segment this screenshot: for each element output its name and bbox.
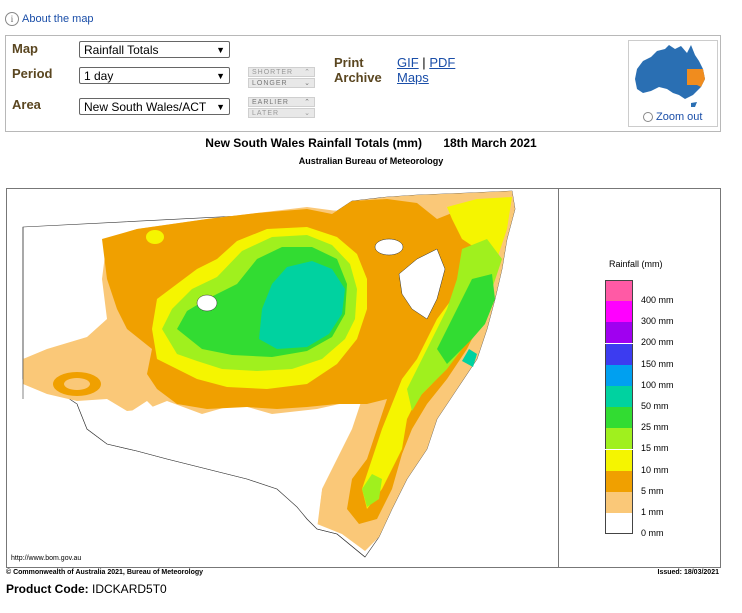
legend-swatch	[605, 280, 633, 301]
about-map-label[interactable]: About the map	[22, 13, 94, 25]
zoom-out-label: Zoom out	[656, 111, 703, 123]
legend-label: 150 mm	[641, 358, 674, 369]
earlier-label: EARLIER	[252, 98, 289, 106]
period-label: Period	[12, 66, 53, 81]
info-icon: i	[5, 12, 19, 26]
legend-swatch	[605, 386, 633, 407]
shorter-button[interactable]: SHORTER ⌃	[248, 67, 315, 77]
longer-label: LONGER	[252, 79, 288, 87]
chevron-down-icon: ⌄	[304, 80, 311, 87]
legend-swatch	[605, 428, 633, 450]
area-select-value: New South Wales/ACT	[84, 99, 207, 114]
dry-southwest	[23, 399, 327, 529]
legend-label: 50 mm	[641, 401, 669, 411]
about-map-link[interactable]: i About the map	[5, 12, 94, 26]
australia-minimap[interactable]: Zoom out	[628, 40, 718, 127]
legend-swatch	[605, 322, 633, 344]
copyright-text: © Commonwealth of Australia 2021, Bureau…	[6, 569, 204, 576]
area-label: Area	[12, 97, 41, 112]
legend-swatch	[605, 513, 633, 535]
legend-label: 15 mm	[641, 443, 669, 454]
period-select[interactable]: 1 day ▼	[79, 67, 230, 84]
dry-patch-west	[196, 294, 218, 312]
map-date: 18th March 2021	[443, 136, 537, 150]
map-select-value: Rainfall Totals	[84, 42, 159, 57]
legend-label: 200 mm	[641, 337, 674, 348]
map-title-text: New South Wales Rainfall Totals (mm)	[205, 136, 422, 150]
legend-label: 300 mm	[641, 316, 674, 327]
earlier-button[interactable]: EARLIER ⌃	[248, 97, 315, 107]
chevron-down-icon: ▼	[216, 101, 225, 112]
area-select[interactable]: New South Wales/ACT ▼	[79, 98, 230, 115]
shorter-label: SHORTER	[252, 68, 294, 76]
chevron-up-icon: ⌃	[304, 99, 311, 106]
dry-patch-east	[398, 248, 446, 320]
archive-label: Archive	[334, 70, 382, 85]
magnifier-icon	[643, 112, 653, 122]
map-select[interactable]: Rainfall Totals ▼	[79, 41, 230, 58]
map-controls-panel: Map Rainfall Totals ▼ Period 1 day ▼ Are…	[5, 35, 721, 132]
zoom-out-link[interactable]: Zoom out	[643, 111, 702, 123]
legend-label: 0 mm	[641, 528, 664, 539]
product-code-value: IDCKARD5T0	[92, 582, 167, 596]
chevron-down-icon: ⌄	[304, 110, 311, 117]
gif-link[interactable]: GIF	[397, 55, 419, 70]
longer-button[interactable]: LONGER ⌄	[248, 78, 315, 88]
map-title: New South Wales Rainfall Totals (mm) 18t…	[0, 136, 742, 150]
product-code-label: Product Code:	[6, 582, 89, 596]
legend-label: 1 mm	[641, 507, 664, 517]
issued-date: Issued: 18/03/2021	[657, 569, 720, 576]
legend-swatch	[605, 343, 633, 365]
legend-label: 10 mm	[641, 464, 669, 475]
link-separator: |	[422, 55, 426, 70]
legend-swatch	[605, 470, 633, 492]
legend-swatch	[605, 407, 633, 429]
print-archive-links: GIF | PDF Maps	[397, 55, 455, 85]
legend-title: Rainfall (mm)	[609, 259, 663, 269]
product-code: Product Code: IDCKARD5T0	[6, 582, 167, 596]
later-button[interactable]: LATER ⌄	[248, 108, 315, 118]
legend-divider	[558, 189, 559, 567]
print-archive-labels: Print Archive	[334, 55, 382, 85]
bom-url: http://www.bom.gov.au	[11, 555, 82, 562]
rain-zone-50mm	[259, 261, 345, 349]
chevron-down-icon: ▼	[216, 70, 225, 81]
later-label: LATER	[252, 109, 280, 117]
chevron-up-icon: ⌃	[304, 69, 311, 76]
rainfall-map	[22, 190, 516, 558]
legend-label: 400 mm	[641, 295, 674, 305]
map-subtitle: Australian Bureau of Meteorology	[298, 156, 444, 166]
print-label: Print	[334, 55, 364, 70]
chevron-down-icon: ▼	[216, 44, 225, 55]
australia-map-icon	[635, 45, 705, 107]
legend-label: 25 mm	[641, 422, 669, 433]
pdf-link[interactable]: PDF	[429, 55, 456, 70]
legend-label: 5 mm	[641, 485, 664, 496]
maps-archive-link[interactable]: Maps	[397, 70, 429, 85]
legend-swatch	[605, 301, 633, 323]
period-select-value: 1 day	[84, 68, 114, 83]
legend-swatch	[605, 364, 633, 386]
legend-label: 100 mm	[641, 379, 674, 390]
legend-swatch	[605, 449, 633, 471]
legend-swatch	[605, 492, 633, 513]
map-label: Map	[12, 41, 38, 56]
rainfall-map-frame: http://www.bom.gov.au Rainfall (mm) 400 …	[6, 188, 721, 568]
